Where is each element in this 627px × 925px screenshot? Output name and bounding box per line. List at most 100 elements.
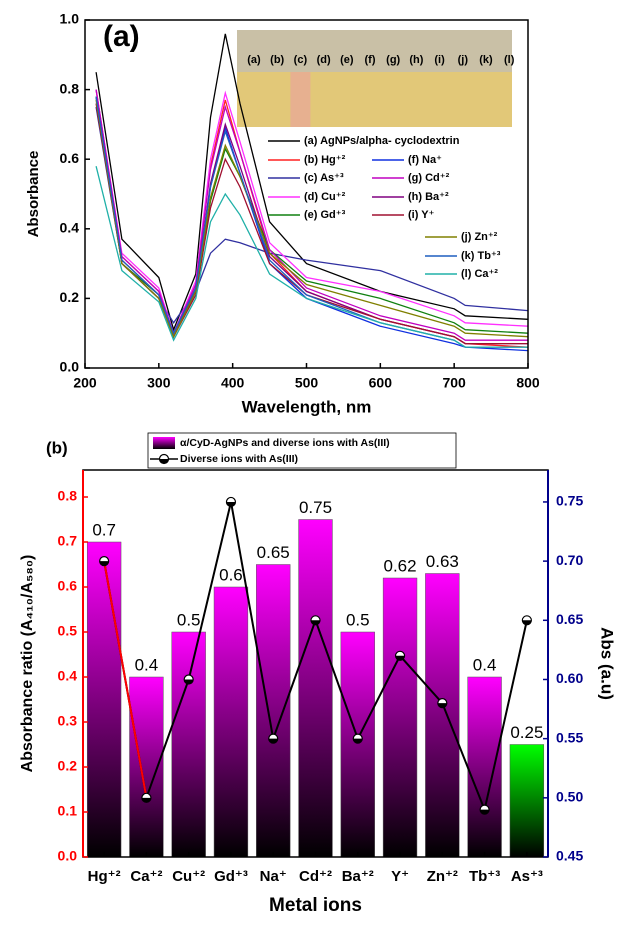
spectrum-line (95, 99, 528, 339)
y2-tick-label: 0.45 (556, 848, 583, 864)
x-tick-label: 700 (442, 375, 466, 391)
x-tick-label: 400 (221, 375, 245, 391)
legend-label: (j) Zn⁺² (461, 231, 498, 243)
x-tick-label: Na⁺ (260, 868, 287, 885)
y-tick-label: 0.3 (58, 713, 78, 729)
y-tick-label: 1.0 (60, 11, 80, 27)
y2-tick-label: 0.50 (556, 789, 583, 805)
bar-value-label: 0.25 (510, 723, 543, 742)
marker-half (311, 620, 320, 625)
bar-value-label: 0.62 (383, 556, 416, 575)
x-tick-label: Y⁺ (391, 868, 409, 885)
panel-label: (b) (46, 438, 68, 457)
legend-label: (k) Tb⁺³ (461, 250, 501, 262)
legend-label: (b) Hg⁺² (304, 154, 346, 166)
x-axis-label: Metal ions (269, 895, 362, 916)
inset-label: (e) (340, 54, 354, 66)
marker-half (522, 620, 532, 625)
legend-label: (a) AgNPs/alpha- cyclodextrin (304, 135, 460, 147)
bar-value-label: 0.4 (135, 655, 159, 674)
marker-half (395, 655, 405, 661)
x-tick-label: Zn⁺² (427, 868, 458, 885)
y-tick-label: 0.0 (58, 848, 78, 864)
bar (256, 564, 291, 858)
x-tick-label: Tb⁺³ (469, 868, 500, 885)
inset-label: (d) (317, 54, 331, 66)
legend-swatch (153, 437, 175, 449)
marker-half (226, 501, 236, 507)
y-tick-label: 0.5 (58, 623, 78, 639)
bar (382, 577, 418, 858)
y-tick-label: 0.6 (60, 150, 80, 166)
x-axis-label: Wavelength, nm (242, 397, 372, 416)
legend-label: (g) Cd⁺² (408, 172, 450, 184)
y2-tick-label: 0.75 (556, 493, 583, 509)
bar (171, 631, 206, 858)
x-tick-label: 300 (147, 375, 171, 391)
marker-half (268, 738, 278, 744)
inset-liquid (237, 72, 512, 127)
y-tick-label: 0.1 (58, 803, 78, 819)
marker-half (480, 809, 490, 815)
spectrum-line (95, 89, 528, 336)
y2-tick-label: 0.55 (556, 729, 583, 745)
inset-label: (l) (504, 54, 515, 66)
bar (298, 519, 333, 858)
bar-value-label: 0.7 (92, 520, 116, 539)
y-tick-label: 0.7 (58, 533, 78, 549)
bar (509, 744, 545, 858)
first-segment (103, 560, 148, 799)
bar-value-label: 0.5 (177, 610, 201, 629)
y-axis-label: Absorbance ratio (A₄₁₀/A₅₈₀) (19, 555, 36, 773)
marker-half (437, 703, 447, 708)
legend-label: α/CyD-AgNPs and diverse ions with As(III… (180, 437, 390, 449)
y-tick-label: 0.0 (60, 359, 80, 375)
legend-box (147, 432, 457, 469)
marker-half (141, 797, 151, 803)
x-tick-label: Cu⁺² (172, 868, 205, 885)
inset-label: (c) (294, 54, 308, 66)
inset-label: (h) (409, 54, 423, 66)
inset-label: (a) (247, 54, 261, 66)
bar-value-label: 0.65 (257, 543, 290, 562)
legend-label: (c) As⁺³ (304, 172, 344, 184)
panel-label: (a) (103, 20, 140, 53)
inset-label: (g) (386, 54, 400, 66)
legend-label: (h) Ba⁺² (408, 191, 449, 203)
spectrum-line (95, 89, 528, 341)
y-tick-label: 0.6 (58, 578, 78, 594)
legend-label: (l) Ca⁺² (461, 268, 498, 280)
x-tick-label: As⁺³ (511, 868, 543, 885)
bar-value-label: 0.63 (426, 552, 459, 571)
legend-label: (i) Y⁺ (408, 209, 435, 221)
bar (213, 586, 249, 858)
legend-label: (d) Cu⁺² (304, 191, 346, 203)
marker-half (159, 459, 169, 464)
x-tick-label: Ca⁺² (130, 868, 162, 885)
bar-value-label: 0.6 (219, 565, 243, 584)
legend-label: (f) Na⁺ (408, 154, 442, 166)
y2-tick-label: 0.65 (556, 611, 583, 627)
inset-label: (b) (270, 54, 284, 66)
bar-value-label: 0.4 (473, 655, 497, 674)
inset-label: (j) (458, 54, 469, 66)
legend-label: Diverse ions with As(III) (180, 453, 298, 465)
x-tick-label: 600 (369, 375, 393, 391)
inset-label: (f) (365, 54, 376, 66)
y2-tick-label: 0.70 (556, 552, 583, 568)
y2-axis-label: Abs (a.u) (598, 627, 617, 700)
bar (340, 631, 375, 858)
bar-value-label: 0.5 (346, 610, 370, 629)
bar (86, 541, 122, 858)
bar (467, 676, 502, 858)
y-tick-label: 0.4 (60, 220, 80, 236)
vial-tint (290, 72, 311, 127)
y-tick-label: 0.8 (58, 488, 78, 504)
legend-label: (e) Gd⁺³ (304, 209, 346, 221)
marker-half (99, 561, 109, 566)
x-tick-label: 800 (516, 375, 540, 391)
marker-half (353, 738, 363, 744)
inset-label: (i) (434, 54, 445, 66)
x-tick-label: Cd⁺² (299, 868, 332, 885)
y-tick-label: 0.2 (60, 289, 80, 305)
